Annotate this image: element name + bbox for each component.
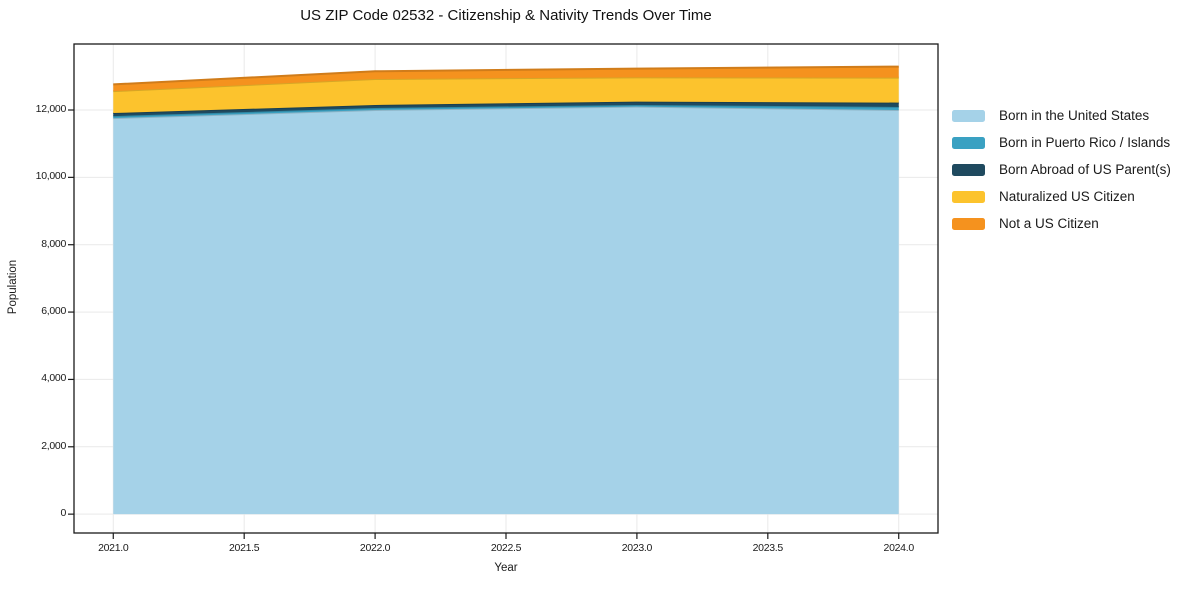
legend-label: Born in the United States	[999, 108, 1150, 123]
legend-swatch	[952, 190, 985, 203]
legend-label: Naturalized US Citizen	[999, 189, 1135, 204]
x-axis-title: Year	[494, 562, 518, 574]
legend-item-4: Not a US Citizen	[952, 210, 1171, 237]
legend-label: Born Abroad of US Parent(s)	[999, 162, 1171, 177]
x-tick-label: 2021.5	[229, 542, 260, 554]
legend-item-3: Naturalized US Citizen	[952, 183, 1171, 210]
y-tick-label: 12,000	[35, 103, 67, 115]
y-tick-label: 10,000	[35, 170, 67, 183]
legend-item-0: Born in the United States	[952, 102, 1171, 129]
legend: Born in the United States Born in Puerto …	[952, 102, 1171, 237]
x-tick-label: 2024.0	[883, 542, 915, 554]
x-tick-label: 2023.0	[621, 542, 653, 554]
y-tick-label: 2,000	[41, 439, 66, 452]
y-tick-label: 6,000	[41, 305, 66, 318]
legend-item-1: Born in Puerto Rico / Islands	[952, 129, 1171, 156]
x-tick-label: 2023.5	[752, 542, 784, 554]
y-tick-label: 8,000	[41, 237, 66, 250]
y-tick-label: 0	[60, 507, 66, 520]
legend-label: Born in Puerto Rico / Islands	[999, 135, 1171, 150]
legend-swatch	[952, 217, 985, 230]
x-tick-label: 2022.5	[490, 542, 522, 554]
area-layer-0	[113, 106, 899, 515]
x-tick-label: 2021.0	[98, 542, 129, 554]
chart-title: US ZIP Code 02532 - Citizenship & Nativi…	[300, 7, 712, 24]
legend-swatch	[952, 136, 985, 149]
legend-label: Not a US Citizen	[999, 216, 1099, 231]
y-tick-label: 4,000	[41, 372, 66, 385]
legend-item-2: Born Abroad of US Parent(s)	[952, 156, 1171, 183]
area-layer-3	[113, 77, 899, 114]
area-layer-2	[113, 101, 899, 117]
legend-swatch	[952, 109, 985, 122]
legend-swatch	[952, 163, 985, 176]
x-tick-label: 2022.0	[359, 542, 391, 554]
area-layer-4	[113, 66, 899, 92]
